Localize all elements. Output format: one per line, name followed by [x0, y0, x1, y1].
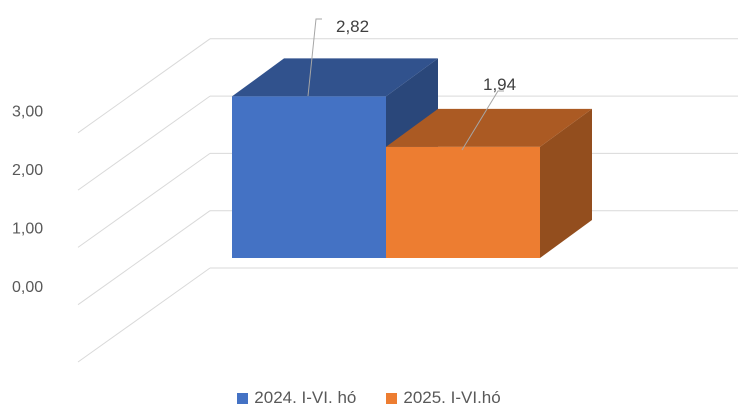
legend: 2024. I-VI. hó 2025. I-VI.hó	[0, 388, 738, 408]
gridline-diagonal	[77, 152, 211, 248]
data-label-0: 2,82	[336, 17, 369, 36]
legend-item-2024: 2024. I-VI. hó	[237, 388, 356, 408]
bar-top-1	[386, 108, 592, 147]
gridline-diagonal	[77, 95, 211, 191]
bar-side-1	[540, 108, 592, 258]
bar-top-0	[232, 58, 438, 97]
legend-label-2024: 2024. I-VI. hó	[254, 388, 357, 407]
data-label-leader-0	[307, 18, 322, 97]
data-label-leader-1	[461, 90, 504, 151]
gridline-diagonal	[77, 267, 211, 363]
legend-swatch-2025	[386, 392, 398, 404]
y-tick-label: 3,00	[12, 104, 43, 121]
y-tick-label: 2,00	[12, 162, 43, 179]
bar-1	[386, 146, 540, 258]
data-label-1: 1,94	[483, 75, 516, 94]
bar-0	[232, 96, 386, 258]
legend-item-2025: 2025. I-VI.hó	[386, 388, 501, 408]
legend-swatch-2024	[237, 392, 249, 404]
gridline-diagonal	[77, 38, 211, 134]
y-tick-label: 0,00	[12, 279, 43, 296]
gridline-diagonal	[77, 210, 211, 306]
legend-label-2025: 2025. I-VI.hó	[403, 388, 501, 407]
y-tick-label: 1,00	[12, 221, 43, 238]
